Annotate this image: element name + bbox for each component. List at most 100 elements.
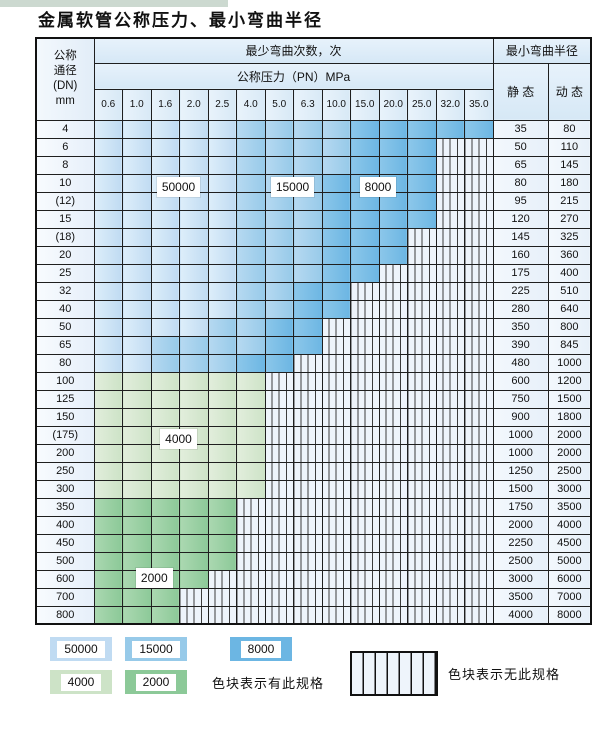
dn-header-line: mm — [55, 95, 75, 108]
spec-zone-cell — [207, 281, 237, 301]
pressure-column-header: 10.0 — [321, 88, 351, 121]
spec-zone-cell — [378, 119, 408, 139]
spec-zone-cell — [179, 227, 209, 247]
no-spec-cell — [293, 551, 323, 571]
no-spec-cell — [435, 155, 465, 175]
spec-zone-cell — [293, 245, 323, 265]
legend-chip: 4000 — [50, 670, 112, 694]
spec-zone-cell — [122, 461, 152, 481]
spec-zone-cell — [122, 605, 152, 625]
no-spec-cell — [407, 317, 437, 337]
no-spec-cell — [464, 299, 494, 319]
no-spec-cell — [378, 281, 408, 301]
spec-zone-cell — [179, 389, 209, 409]
spec-zone-cell — [122, 389, 152, 409]
no-spec-cell — [435, 317, 465, 337]
no-spec-cell — [407, 299, 437, 319]
spec-zone-cell — [264, 209, 294, 229]
no-spec-cell — [464, 137, 494, 157]
no-spec-cell — [236, 515, 266, 535]
dn-cell: 125 — [35, 389, 95, 409]
no-spec-cell — [464, 227, 494, 247]
spec-zone-cell — [122, 407, 152, 427]
spec-zone-cell — [464, 119, 494, 139]
no-spec-cell — [407, 497, 437, 517]
no-spec-cell — [435, 407, 465, 427]
spec-zone-cell — [179, 371, 209, 391]
dn-cell: (12) — [35, 191, 95, 211]
spec-zone-cell — [207, 371, 237, 391]
no-spec-cell — [378, 479, 408, 499]
spec-zone-cell — [179, 299, 209, 319]
spec-zone-cell — [236, 389, 266, 409]
spec-zone-cell — [93, 533, 123, 553]
no-spec-cell — [321, 497, 351, 517]
static-value-cell: 175 — [492, 263, 549, 283]
static-value-cell: 2250 — [492, 533, 549, 553]
spec-zone-cell — [122, 209, 152, 229]
no-spec-cell — [264, 605, 294, 625]
table-row: 500 2500 5000 — [35, 551, 592, 571]
no-spec-cell — [407, 227, 437, 247]
spec-zone-cell — [93, 407, 123, 427]
no-spec-cell — [236, 587, 266, 607]
no-spec-cell — [464, 155, 494, 175]
spec-zone-cell — [350, 263, 380, 283]
spec-zone-cell — [150, 245, 180, 265]
no-spec-cell — [435, 245, 465, 265]
no-spec-cell — [350, 515, 380, 535]
dn-cell: 6 — [35, 137, 95, 157]
no-spec-cell — [350, 443, 380, 463]
no-spec-cell — [236, 551, 266, 571]
spec-zone-cell — [236, 209, 266, 229]
no-spec-cell — [350, 605, 380, 625]
table-row: 300 1500 3000 — [35, 479, 592, 499]
no-spec-cell — [464, 263, 494, 283]
spec-zone-cell — [93, 605, 123, 625]
no-spec-cell — [293, 425, 323, 445]
spec-zone-cell — [122, 551, 152, 571]
spec-zone-cell — [293, 191, 323, 211]
no-spec-cell — [407, 479, 437, 499]
spec-zone-cell — [236, 461, 266, 481]
no-spec-cell — [464, 497, 494, 517]
spec-zone-cell — [207, 497, 237, 517]
no-spec-cell — [321, 587, 351, 607]
legend-chip-value: 50000 — [57, 640, 105, 658]
spec-zone-cell — [207, 515, 237, 535]
dynamic-value-cell: 8000 — [547, 605, 592, 625]
spec-zone-cell — [179, 137, 209, 157]
no-spec-cell — [293, 587, 323, 607]
spec-zone-cell — [207, 173, 237, 193]
pressure-column-header: 1.6 — [150, 88, 180, 121]
dynamic-value-cell: 180 — [547, 173, 592, 193]
static-value-cell: 65 — [492, 155, 549, 175]
no-spec-cell — [464, 425, 494, 445]
no-spec-cell — [464, 533, 494, 553]
no-spec-cell — [378, 551, 408, 571]
spec-zone-cell — [350, 137, 380, 157]
spec-zone-cell — [93, 335, 123, 355]
table-row: 4 35 80 — [35, 119, 592, 139]
spec-zone-cell — [236, 371, 266, 391]
spec-zone-cell — [122, 137, 152, 157]
spec-zone-cell — [264, 263, 294, 283]
no-spec-cell — [378, 371, 408, 391]
spec-zone-cell — [93, 569, 123, 589]
dn-cell: 80 — [35, 353, 95, 373]
no-spec-cell — [350, 461, 380, 481]
spec-zone-cell — [207, 407, 237, 427]
no-spec-cell — [464, 371, 494, 391]
no-spec-cell — [321, 479, 351, 499]
radius-header: 最小弯曲半径 — [492, 37, 592, 64]
no-spec-cell — [207, 569, 237, 589]
spec-zone-cell — [179, 209, 209, 229]
spec-zone-cell — [93, 245, 123, 265]
table-row: 8 65 145 — [35, 155, 592, 175]
dn-cell: 40 — [35, 299, 95, 319]
spec-zone-cell — [236, 443, 266, 463]
no-spec-cell — [350, 479, 380, 499]
spec-zone-cell — [179, 425, 209, 445]
dynamic-value-cell: 2500 — [547, 461, 592, 481]
spec-zone-cell — [179, 461, 209, 481]
